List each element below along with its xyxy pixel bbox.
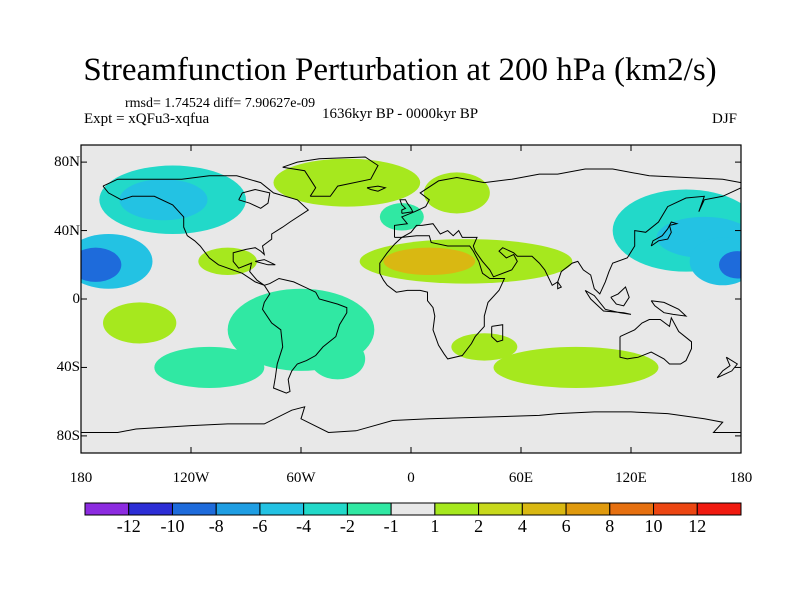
coastline-iceland (366, 185, 387, 192)
coastline-japan (650, 221, 679, 247)
anomaly-central-pacific-south-positive (103, 302, 177, 344)
coastline-borneo (610, 286, 630, 307)
coastline-hudson-bay (238, 188, 271, 209)
coastline-sri-lanka (557, 281, 563, 290)
experiment-label: Expt = xQFu3-xqfua (84, 111, 210, 127)
colorbar-label: -10 (160, 516, 185, 536)
colorbar-swatch (84, 502, 130, 516)
y-tick-label: 0 (72, 291, 81, 307)
colorbar-label: 12 (688, 516, 707, 536)
x-tick-label: 60E (508, 470, 534, 486)
colorbar-label: -8 (208, 516, 224, 536)
colorbar-label: 6 (561, 516, 571, 536)
colorbar-label: 4 (517, 516, 527, 536)
map-title: Streamfunction Perturbation at 200 hPa (… (83, 52, 717, 88)
colorbar-swatch (215, 502, 261, 516)
coastline-british-isles (399, 199, 414, 214)
coastline-indonesia (584, 289, 632, 315)
coastline-eurasia (394, 168, 741, 295)
anomaly-scandinavia-positive (423, 172, 490, 214)
colorbar-label: -4 (296, 516, 312, 536)
y-tick-label: 40S (56, 359, 80, 376)
colorbar-label: 8 (605, 516, 615, 536)
colorbar-swatch (128, 502, 173, 516)
colorbar-label: -12 (116, 516, 141, 536)
y-tick-label: 80S (56, 427, 80, 444)
colorbar-label: 1 (430, 516, 440, 536)
anomaly-atlantic-south-negative (310, 338, 366, 380)
colorbar-swatch (259, 502, 305, 516)
period-label: 1636kyr BP - 0000kyr BP (322, 106, 479, 122)
coastline-south-america (261, 277, 348, 394)
colorbar-swatch (303, 502, 348, 516)
colorbar-swatch (521, 502, 567, 516)
colorbar-swatch (653, 502, 698, 516)
coastline-north-america (102, 175, 310, 286)
anomaly-south-africa-positive (451, 333, 518, 361)
coastline-new-zealand (716, 356, 739, 379)
x-tick-label: 180 (69, 470, 93, 486)
anomaly-north-atlantic-arctic-positive (273, 158, 421, 207)
coastline-madagascar (491, 324, 504, 343)
y-tick-label: 40N (54, 222, 80, 239)
colorbar-label: -6 (252, 516, 268, 536)
colorbar-label: 10 (644, 516, 663, 536)
x-tick-label: 180 (729, 470, 753, 486)
colorbar-label: 2 (474, 516, 484, 536)
colorbar-swatch (346, 502, 392, 516)
y-tick-label: 80N (54, 154, 80, 171)
colorbar-swatch (390, 502, 436, 516)
coastline-greenland (282, 156, 379, 197)
stats-label: rmsd= 1.74524 diff= 7.90627e-09 (125, 96, 316, 111)
x-tick-label: 0 (407, 470, 415, 486)
colorbar-label: -1 (383, 516, 399, 536)
colorbar-label: -2 (339, 516, 355, 536)
coastline-new-guinea (650, 300, 688, 317)
x-tick-label: 120E (615, 470, 647, 486)
anomaly-australia-positive (493, 346, 659, 388)
colorbar-swatch (478, 502, 523, 516)
anomaly-mexico-positive (198, 247, 257, 276)
colorbar-swatch (696, 502, 742, 516)
anomaly-tropical-west-pacific-core (719, 251, 741, 279)
colorbar-swatch (434, 502, 480, 516)
colorbar-swatch (565, 502, 611, 516)
season-label: DJF (712, 111, 738, 127)
colorbar-swatch (609, 502, 655, 516)
x-tick-label: 120W (172, 470, 210, 486)
coastline-africa (379, 235, 506, 360)
anomaly-ne-pacific-core (119, 179, 208, 221)
coastline-australia (619, 316, 692, 365)
anomaly-south-pacific-negative (154, 346, 265, 388)
anomaly-n-africa-core (383, 247, 476, 276)
anomaly-tropical-east-pacific-core (81, 247, 122, 282)
x-tick-label: 60W (286, 470, 316, 486)
coastline-antarctica (81, 406, 741, 434)
colorbar-swatch (171, 502, 217, 516)
coastline-cuba (255, 259, 276, 266)
